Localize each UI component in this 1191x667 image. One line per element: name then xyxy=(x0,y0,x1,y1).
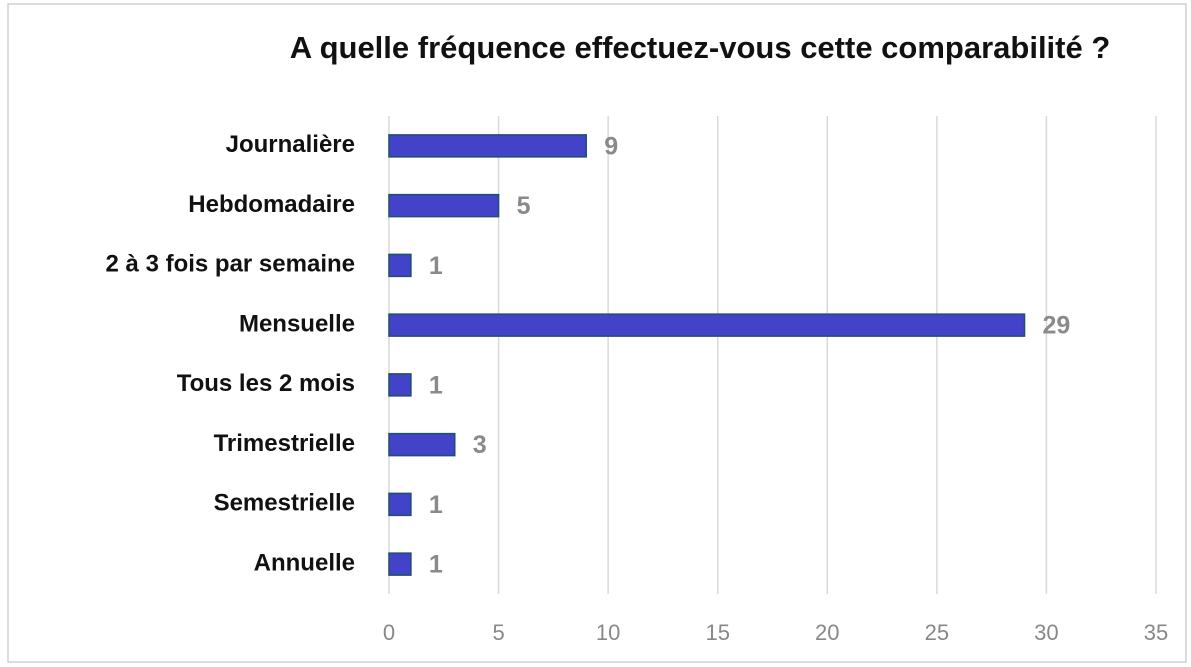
chart-title: A quelle fréquence effectuez-vous cette … xyxy=(290,30,1111,65)
bar xyxy=(388,193,500,218)
bar xyxy=(388,492,412,517)
x-tick-label: 30 xyxy=(1034,620,1058,645)
data-label: 5 xyxy=(517,192,531,220)
bar xyxy=(388,432,456,457)
x-tick-label: 35 xyxy=(1144,620,1168,645)
y-tick-label: Hebdomadaire xyxy=(188,191,355,218)
data-label: 1 xyxy=(429,252,443,280)
bar xyxy=(388,313,1026,337)
bar xyxy=(388,134,587,158)
data-label: 3 xyxy=(473,431,487,459)
data-label: 1 xyxy=(429,551,443,579)
data-label: 1 xyxy=(429,491,443,519)
x-tick-label: 10 xyxy=(596,620,620,645)
y-tick-label: Annuelle xyxy=(254,549,355,576)
x-tick-label: 20 xyxy=(815,620,839,645)
x-tick-label: 0 xyxy=(383,620,395,645)
y-tick-label: Mensuelle xyxy=(239,310,355,337)
x-tick-label: 5 xyxy=(492,620,504,645)
y-tick-label: Trimestrielle xyxy=(214,430,355,457)
y-tick-label: Tous les 2 mois xyxy=(177,370,355,397)
x-tick-label: 15 xyxy=(705,620,729,645)
x-tick-label: 25 xyxy=(925,620,949,645)
data-label: 29 xyxy=(1043,312,1071,340)
bar xyxy=(388,253,412,278)
data-label: 9 xyxy=(604,132,618,160)
y-tick-label: Journalière xyxy=(226,131,355,158)
bar xyxy=(388,552,412,576)
y-tick-label: 2 à 3 fois par semaine xyxy=(106,251,355,278)
data-label: 1 xyxy=(429,371,443,399)
bar xyxy=(388,373,412,397)
y-tick-label: Semestrielle xyxy=(214,490,355,517)
